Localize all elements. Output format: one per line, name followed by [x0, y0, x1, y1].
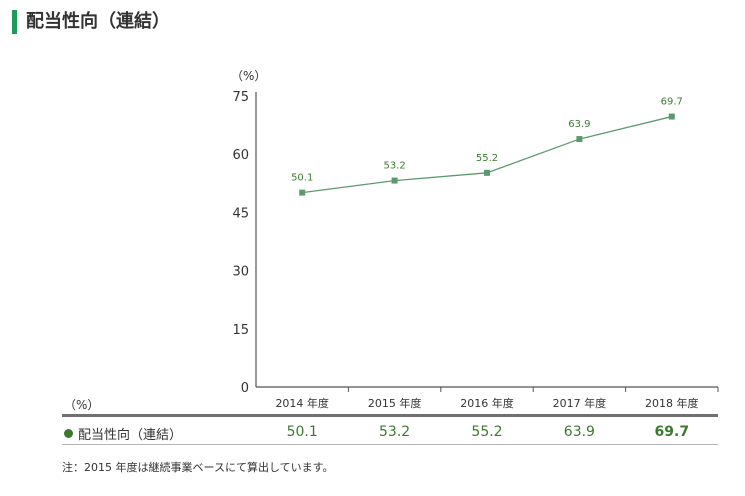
y-tick-label: 75	[232, 90, 249, 105]
y-tick-label: 0	[241, 381, 249, 396]
data-point-marker	[299, 189, 306, 196]
x-tick-label: 2014 年度	[275, 396, 329, 410]
table-unit: （%）	[64, 398, 100, 412]
x-tick-label: 2015 年度	[368, 396, 422, 410]
legend-dot-icon	[64, 429, 73, 438]
chart-axes	[255, 92, 719, 392]
footnote: 注：2015 年度は継続事業ベースにて算出しています。	[62, 461, 334, 474]
y-tick-label: 15	[232, 323, 249, 338]
data-point-marker	[484, 169, 490, 176]
table-header-divider	[62, 414, 718, 417]
table-value-cell: 63.9	[563, 424, 595, 440]
table-legend: 配当性向（連結）	[64, 424, 182, 443]
data-label: 69.7	[661, 97, 683, 108]
table-value-cell: 50.1	[286, 424, 318, 440]
data-point-marker	[576, 136, 583, 143]
data-label: 50.1	[291, 173, 313, 184]
series-line-group	[299, 113, 675, 196]
data-point-marker	[668, 113, 675, 120]
table-bottom-divider	[62, 444, 718, 445]
data-label: 55.2	[476, 153, 498, 164]
title-accent-bar	[12, 10, 17, 34]
x-tick-labels: 2014 年度 2015 年度 2016 年度 2017 年度 2018 年度	[275, 396, 698, 410]
table-value-cell: 53.2	[379, 424, 411, 440]
y-tick-label: 30	[232, 265, 249, 280]
table-value-cell: 55.2	[471, 424, 503, 440]
y-tick-label: 45	[232, 206, 249, 221]
data-label: 53.2	[383, 161, 405, 172]
x-tick-label: 2016 年度	[460, 396, 514, 410]
x-tick-label: 2018 年度	[645, 396, 699, 410]
y-axis-unit: （%）	[231, 69, 267, 83]
y-tick-labels: 0 15 30 45 60 75	[232, 90, 249, 396]
legend-label: 配当性向（連結）	[78, 428, 183, 443]
x-tick-label: 2017 年度	[553, 396, 607, 410]
table-value-cell: 69.7	[654, 424, 690, 440]
data-label: 63.9	[568, 119, 590, 130]
data-label-group: 50.1 53.2 55.2 63.9 69.7	[291, 97, 683, 184]
y-tick-label: 60	[232, 148, 249, 163]
page-title: 配当性向（連結）	[26, 11, 170, 32]
data-point-marker	[391, 177, 398, 184]
